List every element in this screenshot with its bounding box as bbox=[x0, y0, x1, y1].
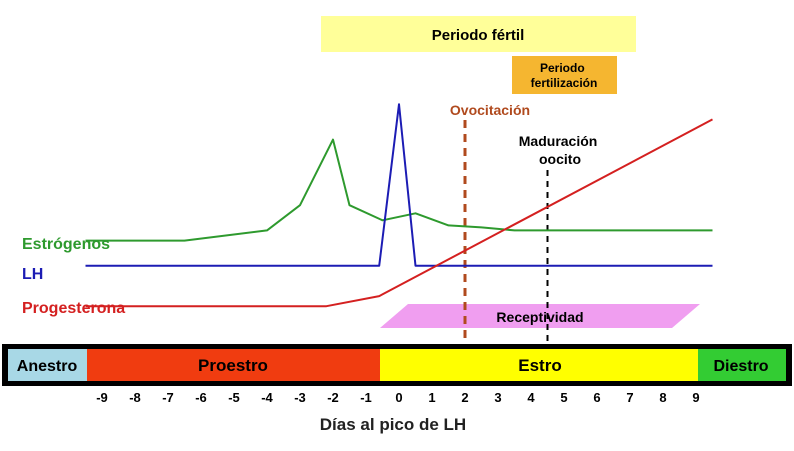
phase-estro bbox=[380, 349, 698, 381]
x-tick-label: 2 bbox=[461, 390, 468, 405]
x-tick-label: 5 bbox=[560, 390, 567, 405]
phase-label-estro: Estro bbox=[518, 356, 561, 375]
series-line-lh bbox=[85, 103, 713, 267]
ovulation-label: Ovocitación bbox=[450, 102, 530, 118]
phase-anestro bbox=[8, 349, 87, 381]
fertile-period-band bbox=[321, 16, 636, 52]
x-tick-label: -3 bbox=[294, 390, 306, 405]
x-tick-label: 9 bbox=[692, 390, 699, 405]
x-tick-label: 0 bbox=[395, 390, 402, 405]
x-tick-label: 3 bbox=[494, 390, 501, 405]
x-tick-label: 1 bbox=[428, 390, 435, 405]
x-tick-label: -1 bbox=[360, 390, 372, 405]
x-tick-label: -5 bbox=[228, 390, 240, 405]
fertilization-period-band bbox=[512, 56, 617, 94]
series-line-progesterona bbox=[85, 118, 713, 308]
fertilization-label-line1: Periodo bbox=[540, 61, 585, 75]
phase-label-diestro: Diestro bbox=[713, 358, 768, 375]
phase-proestro bbox=[87, 349, 380, 381]
fertile-period-label: Periodo fértil bbox=[432, 27, 525, 44]
x-tick-label: -6 bbox=[195, 390, 207, 405]
series-label-estrogenos: Estrógenos bbox=[22, 236, 110, 253]
tick-group: -9 -8 -7 -6 -5 -4 -3 -2 -1 0 1 2 3 4 5 6 7 8 9 bbox=[96, 390, 699, 405]
x-tick-label: 6 bbox=[593, 390, 600, 405]
maturation-label-line1: Maduración bbox=[519, 133, 598, 149]
x-tick-label: 8 bbox=[659, 390, 666, 405]
maturation-label: Maduración oocito bbox=[519, 133, 601, 167]
phase-group: Anestro Proestro Estro Diestro bbox=[8, 349, 786, 381]
fertilization-label: Periodo fertilización bbox=[531, 61, 598, 90]
x-tick-label: -4 bbox=[261, 390, 273, 405]
phase-label-proestro: Proestro bbox=[198, 356, 268, 375]
receptivity-band bbox=[380, 304, 700, 328]
series-line-estrgenos bbox=[85, 138, 713, 242]
series-label-lh: LH bbox=[22, 266, 43, 283]
receptivity-label: Receptividad bbox=[496, 309, 583, 325]
phase-diestro bbox=[698, 349, 786, 381]
x-tick-label: -9 bbox=[96, 390, 108, 405]
x-tick-label: -7 bbox=[162, 390, 174, 405]
x-axis-label: Días al pico de LH bbox=[320, 415, 466, 434]
maturation-label-line2: oocito bbox=[539, 151, 581, 167]
x-tick-label: 7 bbox=[626, 390, 633, 405]
x-tick-label: 4 bbox=[527, 390, 535, 405]
phase-label-anestro: Anestro bbox=[17, 358, 78, 375]
series-group bbox=[85, 103, 713, 308]
fertilization-label-line2: fertilización bbox=[531, 76, 598, 90]
x-tick-label: -8 bbox=[129, 390, 141, 405]
x-tick-label: -2 bbox=[327, 390, 339, 405]
series-label-progesterona: Progesterona bbox=[22, 300, 125, 317]
